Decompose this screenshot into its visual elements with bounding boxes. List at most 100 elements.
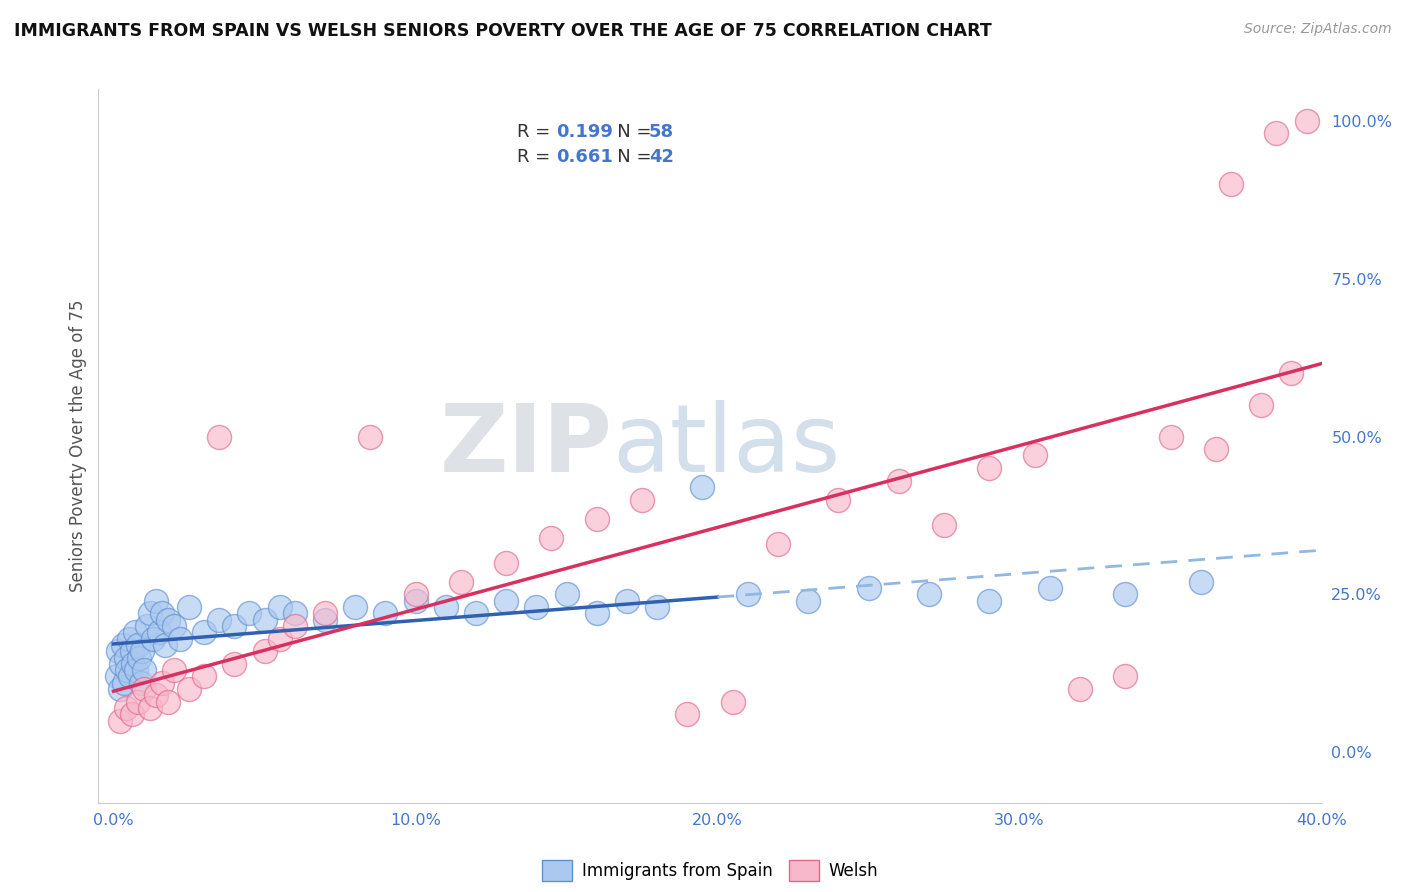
Point [253, 644, 276, 658]
Point [129, 675, 152, 690]
Point [314, 607, 336, 621]
Point [145, 593, 167, 607]
Point [108, 714, 131, 728]
Point [150, 675, 173, 690]
Point [284, 607, 307, 621]
Point [555, 587, 578, 601]
Point [132, 663, 155, 677]
Point [121, 644, 143, 658]
Point [238, 607, 260, 621]
Text: Source: ZipAtlas.com: Source: ZipAtlas.com [1244, 22, 1392, 37]
Point [1069, 682, 1091, 697]
Point [114, 701, 136, 715]
Point [1160, 429, 1182, 443]
Text: IMMIGRANTS FROM SPAIN VS WELSH SENIORS POVERTY OVER THE AGE OF 75 CORRELATION CH: IMMIGRANTS FROM SPAIN VS WELSH SENIORS P… [14, 22, 991, 40]
Text: R =: R = [517, 148, 555, 166]
Point [110, 657, 132, 671]
Point [111, 638, 134, 652]
Point [918, 587, 941, 601]
Point [115, 663, 138, 677]
Point [1189, 574, 1212, 589]
Point [1024, 449, 1046, 463]
Point [540, 531, 562, 545]
Point [692, 480, 714, 494]
Point [153, 638, 176, 652]
Text: 0.661: 0.661 [555, 148, 613, 166]
Point [524, 600, 547, 615]
Point [156, 613, 179, 627]
Text: R =: R = [517, 123, 555, 141]
Point [450, 574, 472, 589]
Point [676, 707, 699, 722]
Point [631, 492, 654, 507]
Point [177, 682, 200, 697]
Point [132, 682, 155, 697]
Text: N =: N = [600, 123, 657, 141]
Point [359, 429, 381, 443]
Point [1281, 367, 1303, 381]
Point [121, 707, 143, 722]
Point [127, 695, 149, 709]
Point [721, 695, 744, 709]
Point [112, 675, 135, 690]
Text: 42: 42 [650, 148, 673, 166]
Text: ZIP: ZIP [439, 400, 612, 492]
Point [1114, 587, 1136, 601]
Point [932, 517, 955, 532]
Point [177, 600, 200, 615]
Point [827, 492, 849, 507]
Point [1250, 398, 1272, 412]
Point [344, 600, 367, 615]
Point [585, 607, 607, 621]
Point [107, 644, 129, 658]
Point [269, 600, 291, 615]
Point [127, 638, 149, 652]
Point [314, 613, 336, 627]
Point [193, 625, 215, 640]
Point [979, 461, 1001, 475]
Point [1220, 177, 1243, 191]
Point [124, 625, 146, 640]
Point [139, 607, 162, 621]
Point [131, 644, 153, 658]
Point [125, 663, 148, 677]
Point [858, 581, 880, 595]
Point [193, 669, 215, 683]
Point [434, 600, 457, 615]
Point [269, 632, 291, 646]
Point [616, 593, 638, 607]
Point [284, 619, 307, 633]
Point [374, 607, 396, 621]
Point [139, 701, 162, 715]
Point [108, 682, 131, 697]
Point [148, 625, 170, 640]
Point [645, 600, 668, 615]
Point [1205, 442, 1227, 457]
Point [163, 619, 186, 633]
Point [117, 632, 139, 646]
Point [495, 556, 517, 570]
Point [224, 657, 246, 671]
Point [405, 587, 427, 601]
Point [142, 632, 165, 646]
Point [224, 619, 246, 633]
Point [737, 587, 759, 601]
Point [169, 632, 191, 646]
Legend: Immigrants from Spain, Welsh: Immigrants from Spain, Welsh [534, 854, 886, 888]
Point [979, 593, 1001, 607]
Point [887, 474, 910, 488]
Text: atlas: atlas [612, 400, 841, 492]
Point [120, 669, 142, 683]
Point [122, 657, 145, 671]
Point [1114, 669, 1136, 683]
Point [114, 650, 136, 665]
Point [163, 663, 186, 677]
Text: 0.199: 0.199 [555, 123, 613, 141]
Point [135, 619, 157, 633]
Point [766, 537, 789, 551]
Point [253, 613, 276, 627]
Point [105, 669, 128, 683]
Point [465, 607, 488, 621]
Point [1039, 581, 1062, 595]
Point [405, 593, 427, 607]
